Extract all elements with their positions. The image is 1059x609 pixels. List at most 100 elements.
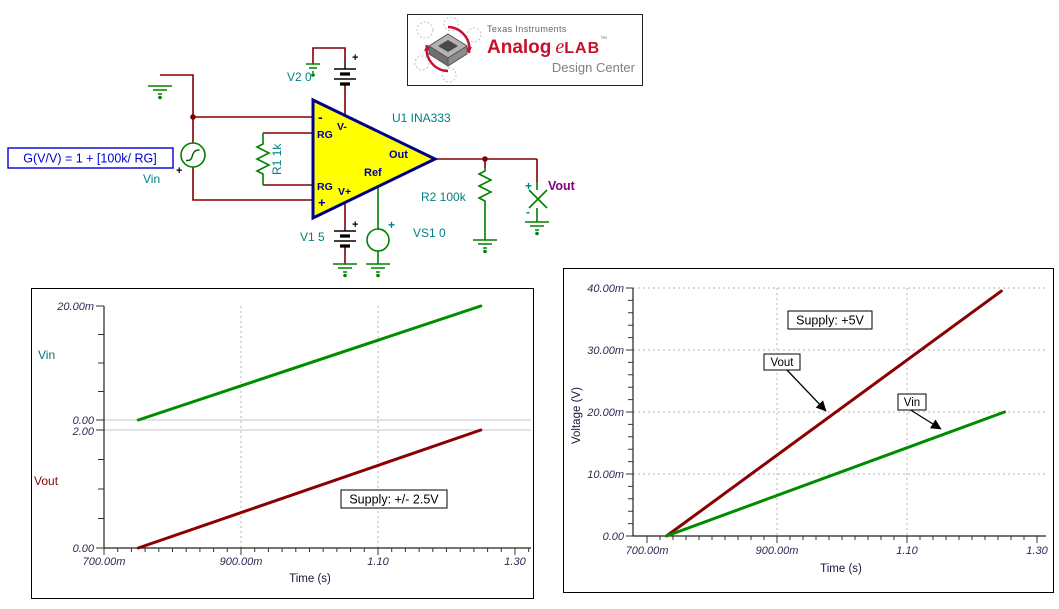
vin-curve-label: Vin: [38, 348, 55, 362]
vout-callout: Vout: [770, 357, 794, 369]
vs1-source-icon: [366, 228, 390, 252]
vout-trace: [136, 428, 483, 550]
y-tick: 10.00m: [587, 469, 624, 481]
wire-rg-leads: [263, 132, 313, 186]
y-minor-ticks-bottom: [98, 459, 104, 519]
circuit-schematic: + R1 1k + V2 0 + V1 5 + VS1 0 R2 100k + …: [7, 47, 576, 278]
logo-brand: Texas Instruments: [487, 24, 567, 34]
resistor-r1-label: R1 1k: [270, 143, 284, 175]
x-axis-title: Time (s): [820, 563, 862, 575]
x-tick: 700.00m: [626, 545, 669, 557]
logo-subtitle: Design Center: [551, 60, 635, 75]
x-tick: 900.00m: [220, 556, 263, 568]
y-tick: 2.00: [72, 426, 95, 438]
vin-label: Vin: [143, 172, 160, 186]
ground-icon: [473, 239, 497, 254]
junction-dot-output: [482, 156, 488, 162]
pin-rg-top: RG: [317, 129, 333, 141]
vs1-plus: +: [388, 218, 395, 232]
supply-annotation-box: [340, 489, 448, 509]
y-tick: 20.00m: [586, 407, 624, 419]
wire-output: [435, 158, 538, 182]
ground-icon: [366, 263, 390, 278]
y-tick: 20.00m: [56, 301, 94, 313]
x-tick: 900.00m: [756, 545, 799, 557]
y-tick: 30.00m: [587, 345, 624, 357]
logo-e: e: [555, 36, 565, 58]
y-axis-title: Voltage (V): [571, 387, 583, 444]
gain-formula-text: G(V/V) = 1 + [100k/ RG]: [23, 152, 156, 166]
ground-icon: [306, 63, 320, 77]
logo-text-block: Texas Instruments Analog e LAB ™ Design …: [487, 24, 635, 75]
logo-trademark: ™: [600, 36, 608, 43]
pin-ref: Ref: [364, 167, 382, 179]
resistor-r2-label: R2 100k: [421, 190, 467, 204]
chip-circular-arrows-icon: [414, 17, 482, 83]
y-tick: 0.00: [603, 531, 625, 543]
logo-title: Analog e LAB ™: [487, 36, 635, 59]
battery-v1-label: V1 5: [300, 230, 325, 244]
resistor-r1: [255, 133, 271, 185]
ramp-waveform-icon: [185, 149, 200, 162]
pin-inverting: -: [318, 109, 323, 125]
supply-annotation-box: [787, 310, 873, 330]
y-major-ticks: [626, 287, 633, 537]
logo-lab: LAB: [564, 40, 601, 57]
x-major-ticks: [103, 548, 516, 555]
battery-v2-icon: [334, 62, 356, 86]
vout-probe-minus: -: [526, 205, 530, 219]
plot-right-canvas: 40.00m 30.00m 20.00m 10.00m 0.00 700.00m…: [571, 283, 1049, 575]
battery-v2-plus: +: [352, 52, 358, 64]
x-tick: 1.30: [1026, 545, 1048, 557]
vin-callout-arrow: [908, 408, 942, 430]
y-major-ticks-bottom: [96, 429, 104, 549]
x-axis-title: Time (s): [289, 573, 331, 585]
battery-v1-icon: [334, 229, 356, 248]
x-tick: 1.30: [504, 556, 526, 568]
pin-rg-bottom: RG: [317, 181, 333, 193]
vout-callout-box: [763, 353, 801, 371]
x-major-ticks: [646, 536, 1038, 543]
pin-out: Out: [389, 149, 408, 161]
vout-trace: [665, 289, 1003, 538]
y-tick: 40.00m: [587, 283, 624, 295]
vin-callout: Vin: [904, 397, 920, 409]
wire-v2-supply: [312, 47, 346, 116]
vs1-label: VS1 0: [413, 226, 446, 240]
vin-source-icon: [180, 142, 206, 168]
gain-formula-box: [7, 147, 174, 169]
x-tick: 1.10: [367, 556, 389, 568]
pin-v-minus: V-: [337, 121, 347, 133]
vout-probe-plus: +: [525, 179, 532, 193]
opamp-triangle: [311, 97, 439, 221]
logo-analog: Analog: [487, 37, 552, 58]
battery-v1-plus: +: [352, 219, 358, 231]
vout-label: Vout: [548, 179, 576, 193]
battery-v2-label: V2 0: [287, 70, 312, 84]
resistor-r2: [477, 168, 493, 240]
y-major-ticks-top: [96, 305, 104, 421]
ti-analog-elab-logo: Texas Instruments Analog e LAB ™ Design …: [407, 14, 643, 86]
vout-probe-icon: [528, 182, 548, 222]
vin-source-plus: +: [176, 165, 182, 177]
vout-callout-arrow: [785, 368, 827, 412]
vout-curve-label: Vout: [34, 474, 59, 488]
ground-icon: [525, 221, 549, 236]
y-tick: 0.00: [73, 543, 95, 555]
vin-callout-box: [897, 393, 927, 411]
plot-dual-supply: 20.00m 0.00 2.00 0.00 700.00m 900.00m 1.…: [31, 288, 534, 599]
vin-trace: [665, 410, 1006, 538]
junction-dot-input: [190, 114, 196, 120]
y-minor-ticks-top: [98, 334, 104, 392]
pin-noninverting: +: [318, 195, 326, 210]
ground-icon: [148, 85, 172, 100]
opamp-designator: U1 INA333: [392, 111, 451, 125]
x-tick: 1.10: [896, 545, 918, 557]
supply-annotation: Supply: +/- 2.5V: [349, 493, 439, 507]
x-tick: 700.00m: [83, 556, 126, 568]
plot-left-canvas: 20.00m 0.00 2.00 0.00 700.00m 900.00m 1.…: [34, 301, 531, 585]
plot-single-supply: 40.00m 30.00m 20.00m 10.00m 0.00 700.00m…: [563, 268, 1054, 593]
vin-trace: [136, 304, 483, 422]
y-tick: 0.00: [73, 415, 95, 427]
